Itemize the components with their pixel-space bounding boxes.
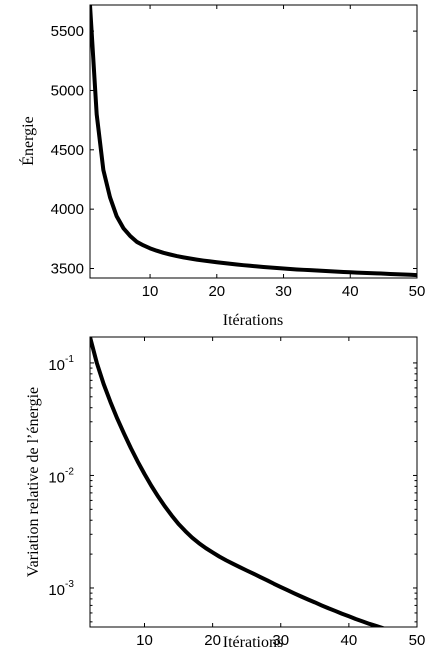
y-tick-label-exponent: -1 xyxy=(65,354,74,365)
y-tick-label: 10 xyxy=(48,582,65,599)
variation-x-axis-label: Itérations xyxy=(223,634,283,651)
y-tick-label: 10 xyxy=(48,469,65,486)
x-tick-label: 20 xyxy=(208,283,225,300)
variation-plot-frame xyxy=(89,336,418,628)
y-tick-label: 5500 xyxy=(51,23,84,40)
x-tick-label: 50 xyxy=(409,283,426,300)
y-tick-label: 5000 xyxy=(51,82,84,99)
variation-x-ticks: 10 20 30 40 50 xyxy=(136,337,425,649)
variation-y-ticks: 10-110-210-3 xyxy=(48,354,417,623)
energy-y-ticks: 3500 4000 4500 5000 5500 xyxy=(51,23,417,278)
variation-y-axis-label: Variation relative de l’énergie xyxy=(25,387,42,577)
x-tick-label: 10 xyxy=(136,632,153,649)
x-tick-label: 50 xyxy=(409,632,426,649)
x-tick-label: 20 xyxy=(204,632,221,649)
y-tick-label: 4500 xyxy=(51,142,84,159)
y-tick-label: 10 xyxy=(48,357,65,374)
y-tick-label-exponent: -2 xyxy=(65,466,74,477)
variation-series-line xyxy=(90,337,387,627)
y-tick-label: 4000 xyxy=(51,201,84,218)
energy-series-line xyxy=(90,5,417,278)
y-tick-label: 3500 xyxy=(51,261,84,278)
energy-x-axis-label: Itérations xyxy=(223,312,283,329)
energy-chart: 10 20 30 40 50 3500 4000 4500 5000 5500 Itératio… xyxy=(18,4,426,329)
x-tick-label: 30 xyxy=(272,632,289,649)
energy-y-axis-label: Énergie xyxy=(18,116,37,165)
x-tick-label: 40 xyxy=(342,283,359,300)
y-tick-label-exponent: -3 xyxy=(65,579,74,590)
energy-plot-frame xyxy=(89,4,418,279)
energy-x-ticks: 10 20 30 40 50 xyxy=(142,5,426,300)
x-tick-label: 10 xyxy=(142,283,159,300)
relative-variation-chart: 10 20 30 40 50 10-110-210-3 Itérations Varia… xyxy=(25,336,425,651)
x-tick-label: 40 xyxy=(341,632,358,649)
x-tick-label: 30 xyxy=(275,283,292,300)
